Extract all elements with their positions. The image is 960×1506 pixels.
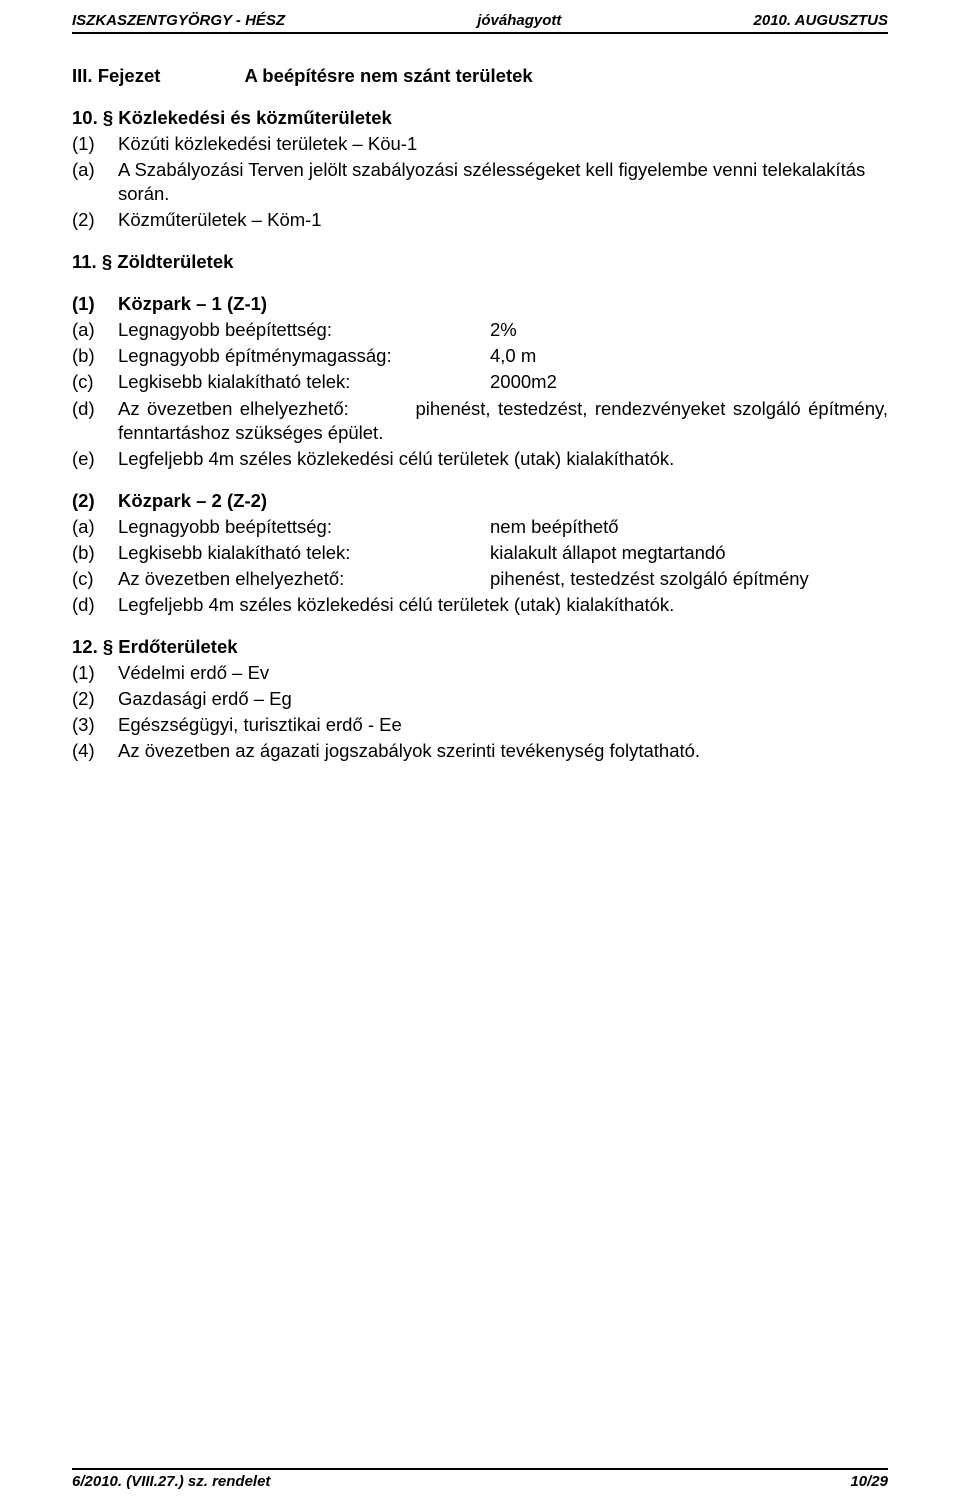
- item-text: Védelmi erdő – Ev: [118, 661, 888, 685]
- list-item: (a) Legnagyobb beépítettség:nem beépíthe…: [72, 515, 888, 539]
- section-11-z2-list: (2) Közpark – 2 (Z-2) (a) Legnagyobb beé…: [72, 489, 888, 617]
- item-marker: (3): [72, 713, 118, 737]
- item-text: Gazdasági erdő – Eg: [118, 687, 888, 711]
- item-marker: (b): [72, 541, 118, 565]
- list-item: (d) Az övezetben elhelyezhető: pihenést,…: [72, 397, 888, 445]
- list-item: (c) Az övezetben elhelyezhető:pihenést, …: [72, 567, 888, 591]
- item-marker: (d): [72, 593, 118, 617]
- chapter-title: A beépítésre nem szánt területek: [244, 65, 532, 86]
- section-11-z1-list: (1) Közpark – 1 (Z-1) (a) Legnagyobb beé…: [72, 292, 888, 470]
- item-text: Közpark – 2 (Z-2): [118, 489, 888, 513]
- footer-left: 6/2010. (VIII.27.) sz. rendelet: [72, 1473, 270, 1490]
- item-marker: (e): [72, 447, 118, 471]
- item-marker: (c): [72, 370, 118, 394]
- item-value: 2000m2: [490, 370, 888, 394]
- header-center: jóváhagyott: [477, 12, 561, 29]
- section-10-list: (1) Közúti közlekedési területek – Köu-1…: [72, 132, 888, 232]
- item-key: Legnagyobb beépítettség:: [118, 515, 490, 539]
- header-right: 2010. AUGUSZTUS: [754, 12, 888, 29]
- item-text: Az övezetben elhelyezhető: pihenést, tes…: [118, 397, 888, 445]
- section-11-title: 11. § Zöldterületek: [72, 250, 888, 274]
- item-marker: (a): [72, 515, 118, 539]
- item-marker: (2): [72, 489, 118, 513]
- list-item: (1) Közpark – 1 (Z-1): [72, 292, 888, 316]
- item-marker: (2): [72, 687, 118, 711]
- list-item: (4) Az övezetben az ágazati jogszabályok…: [72, 739, 888, 763]
- footer-right: 10/29: [850, 1473, 888, 1490]
- item-value: 4,0 m: [490, 344, 888, 368]
- page-footer: 6/2010. (VIII.27.) sz. rendelet 10/29: [72, 1468, 888, 1490]
- item-marker: (a): [72, 318, 118, 342]
- item-key: Az övezetben elhelyezhető:: [118, 567, 490, 591]
- header-left: ISZKASZENTGYÖRGY - HÉSZ: [72, 12, 285, 29]
- list-item: (2) Gazdasági erdő – Eg: [72, 687, 888, 711]
- item-text: A Szabályozási Terven jelölt szabályozás…: [118, 158, 888, 206]
- item-key: Legkisebb kialakítható telek:: [118, 370, 490, 394]
- item-marker: (1): [72, 661, 118, 685]
- item-marker: (4): [72, 739, 118, 763]
- list-item: (b) Legkisebb kialakítható telek:kialaku…: [72, 541, 888, 565]
- chapter-heading: III. Fejezet A beépítésre nem szánt terü…: [72, 64, 888, 88]
- item-key: Legkisebb kialakítható telek:: [118, 541, 490, 565]
- list-item: (e) Legfeljebb 4m széles közlekedési cél…: [72, 447, 888, 471]
- item-value: pihenést, testedzést szolgáló építmény: [490, 567, 888, 591]
- item-text: Közpark – 1 (Z-1): [118, 292, 888, 316]
- page: ISZKASZENTGYÖRGY - HÉSZ jóváhagyott 2010…: [0, 0, 960, 1506]
- item-text: Egészségügyi, turisztikai erdő - Ee: [118, 713, 888, 737]
- page-content: III. Fejezet A beépítésre nem szánt terü…: [72, 58, 888, 765]
- list-item: (2) Közpark – 2 (Z-2): [72, 489, 888, 513]
- section-12-list: (1) Védelmi erdő – Ev (2) Gazdasági erdő…: [72, 661, 888, 763]
- list-item: (a) Legnagyobb beépítettség:2%: [72, 318, 888, 342]
- list-item: (c) Legkisebb kialakítható telek:2000m2: [72, 370, 888, 394]
- item-text: Legfeljebb 4m széles közlekedési célú te…: [118, 593, 888, 617]
- item-marker: (c): [72, 567, 118, 591]
- item-value: kialakult állapot megtartandó: [490, 541, 888, 565]
- list-item: (1) Közúti közlekedési területek – Köu-1: [72, 132, 888, 156]
- item-key: Legnagyobb építménymagasság:: [118, 344, 490, 368]
- item-value: 2%: [490, 318, 888, 342]
- list-item: (3) Egészségügyi, turisztikai erdő - Ee: [72, 713, 888, 737]
- item-text: Legfeljebb 4m széles közlekedési célú te…: [118, 447, 888, 471]
- item-text: Az övezetben az ágazati jogszabályok sze…: [118, 739, 888, 763]
- item-key: Legnagyobb beépítettség:: [118, 318, 490, 342]
- item-marker: (2): [72, 208, 118, 232]
- item-marker: (d): [72, 397, 118, 445]
- item-marker: (1): [72, 132, 118, 156]
- list-item: (d) Legfeljebb 4m széles közlekedési cél…: [72, 593, 888, 617]
- item-value: nem beépíthető: [490, 515, 888, 539]
- section-10-title: 10. § Közlekedési és közműterületek: [72, 106, 888, 130]
- item-text: Közműterületek – Köm-1: [118, 208, 888, 232]
- item-text: Közúti közlekedési területek – Köu-1: [118, 132, 888, 156]
- section-12-title: 12. § Erdőterületek: [72, 635, 888, 659]
- item-marker: (b): [72, 344, 118, 368]
- list-item: (2) Közműterületek – Köm-1: [72, 208, 888, 232]
- list-item: (1) Védelmi erdő – Ev: [72, 661, 888, 685]
- chapter-label: III. Fejezet: [72, 64, 240, 88]
- page-header: ISZKASZENTGYÖRGY - HÉSZ jóváhagyott 2010…: [72, 12, 888, 34]
- item-marker: (1): [72, 292, 118, 316]
- item-marker: (a): [72, 158, 118, 206]
- list-item: (a) A Szabályozási Terven jelölt szabály…: [72, 158, 888, 206]
- list-item: (b) Legnagyobb építménymagasság:4,0 m: [72, 344, 888, 368]
